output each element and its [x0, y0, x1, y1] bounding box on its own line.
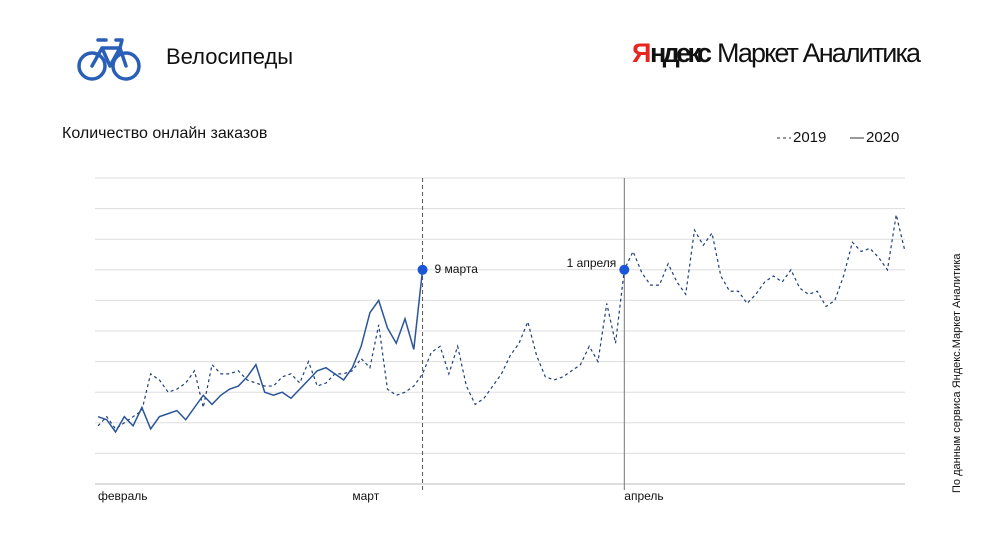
logo: Я: [632, 38, 651, 68]
source-note: По данным сервиса Яндекс.Маркет Аналитик…: [951, 253, 963, 493]
page-title: Велосипеды: [166, 44, 293, 69]
annotation-dot: [417, 264, 428, 275]
annotation-dot: [619, 264, 630, 275]
chart-title: Количество онлайн заказов: [62, 125, 267, 142]
bike-icon: [77, 38, 141, 81]
legend-label: 2019: [793, 129, 826, 146]
logo: ндекс: [650, 38, 712, 68]
x-tick-label: март: [352, 489, 379, 503]
annotation-label: 9 марта: [435, 262, 479, 276]
x-tick-label: февраль: [98, 489, 148, 503]
logo: Маркет Аналитика: [717, 38, 922, 68]
line-series: [97, 214, 906, 430]
line-series: [97, 269, 424, 434]
x-tick-label: апрель: [624, 489, 663, 503]
legend-label: 2020: [866, 129, 899, 146]
annotation-label: 1 апреля: [567, 256, 617, 270]
